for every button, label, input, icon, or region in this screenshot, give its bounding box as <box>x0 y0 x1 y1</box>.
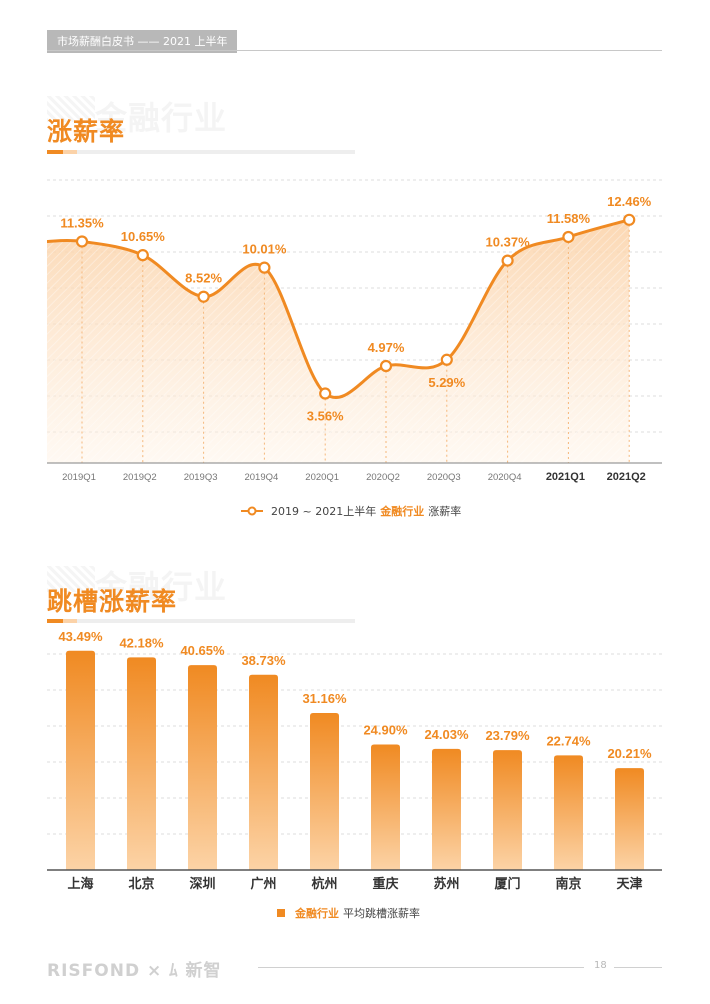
legend-line-prefix: 2019 ~ 2021上半年 <box>271 505 377 518</box>
data-point <box>562 230 575 244</box>
legend-line-marker-icon <box>241 506 263 516</box>
x-tick-label: 上海 <box>67 876 93 892</box>
x-tick-label: 广州 <box>250 876 276 892</box>
header-tag: 市场薪酬白皮书 —— 2021 上半年 <box>47 30 238 53</box>
data-label: 5.29% <box>428 375 465 390</box>
bar <box>188 665 217 870</box>
bar <box>432 748 461 870</box>
title-hatch-decoration-2 <box>47 566 95 592</box>
section1-ghost-title: 金融行业 <box>95 99 228 137</box>
bar-chart: 43.49% 上海 42.18% 北京 40.65% 深圳 38.73% 广州 31.16% 杭州… <box>47 630 662 892</box>
data-label: 8.52% <box>185 271 222 286</box>
section2-underline-track <box>47 619 355 623</box>
bar <box>127 657 156 870</box>
data-label: 10.37% <box>486 235 531 250</box>
x-tick-label: 2019Q1 <box>62 472 96 483</box>
section1-underline-accent-light <box>63 150 77 154</box>
x-tick-label: 2020Q1 <box>305 472 339 483</box>
data-label: 11.58% <box>547 211 591 226</box>
data-point <box>258 261 271 274</box>
footer-divider-right <box>614 967 662 968</box>
x-tick-label: 2019Q3 <box>184 472 218 483</box>
data-label: 10.01% <box>242 242 287 257</box>
legend-bar: 金融行业 平均跳槽涨薪率 <box>277 905 420 921</box>
section2-underline-accent-light <box>63 619 77 623</box>
legend-line-suffix: 涨薪率 <box>428 505 462 518</box>
data-label: 12.46% <box>607 194 652 209</box>
bar <box>615 768 644 870</box>
data-label: 3.56% <box>307 409 344 424</box>
x-tick-label: 北京 <box>128 876 154 892</box>
bar-value-label: 20.21% <box>607 746 652 761</box>
data-point <box>440 353 453 366</box>
section2-underline-accent <box>47 619 63 623</box>
header-divider <box>47 50 662 51</box>
x-tick-label: 苏州 <box>433 876 459 892</box>
x-tick-label: 厦门 <box>494 876 520 892</box>
data-point <box>197 290 210 303</box>
page-number: 18 <box>594 960 607 971</box>
section1-underline-track <box>47 150 355 154</box>
bar <box>554 755 583 870</box>
bar-value-label: 40.65% <box>180 643 225 658</box>
data-point <box>136 249 149 262</box>
line-chart: 11.35% 10.65% 8.52% 10.01% 3.56% 4.97% 5.29% 10… <box>46 179 662 483</box>
x-tick-label: 2020Q2 <box>366 472 400 483</box>
data-label: 11.35% <box>60 215 104 230</box>
legend-line-highlight: 金融行业 <box>380 505 425 518</box>
data-point <box>623 213 636 226</box>
legend-line: 2019 ~ 2021上半年 金融行业 涨薪率 <box>241 503 461 519</box>
legend-bar-suffix: 平均跳槽涨薪率 <box>343 907 420 920</box>
bar <box>310 712 339 870</box>
x-tick-label: 2021Q1 <box>546 471 585 483</box>
data-label: 10.65% <box>121 229 166 244</box>
bar-value-label: 22.74% <box>546 733 591 748</box>
footer-brand-logo: RISFOND × ﾑ 新智 <box>47 961 222 981</box>
data-point <box>501 254 514 267</box>
data-point <box>75 235 89 248</box>
section1-title: 涨薪率 <box>47 117 126 146</box>
bar <box>249 674 278 870</box>
title-hatch-decoration <box>47 96 95 122</box>
x-tick-label: 重庆 <box>372 876 398 892</box>
x-tick-label: 天津 <box>616 876 642 892</box>
footer-divider-left <box>258 967 584 968</box>
x-tick-label: 2019Q2 <box>123 472 157 483</box>
bar-value-label: 42.18% <box>119 635 164 650</box>
bar <box>66 650 95 870</box>
data-point <box>379 359 393 373</box>
x-tick-label: 杭州 <box>311 876 337 892</box>
bar-value-label: 31.16% <box>302 691 347 706</box>
bar-value-label: 38.73% <box>241 653 286 668</box>
bar-value-label: 24.90% <box>363 723 408 738</box>
data-point <box>319 387 332 400</box>
data-label: 4.97% <box>368 340 405 355</box>
bar-value-label: 24.03% <box>424 727 469 742</box>
x-tick-label: 2020Q4 <box>488 472 522 483</box>
bar <box>493 750 522 870</box>
x-tick-label: 深圳 <box>189 876 215 892</box>
bar-value-label: 43.49% <box>58 630 103 644</box>
section1-underline-accent <box>47 150 63 154</box>
x-tick-label: 南京 <box>555 876 581 892</box>
legend-bar-highlight: 金融行业 <box>295 907 339 920</box>
bar-value-label: 23.79% <box>485 728 530 743</box>
legend-bar-swatch-icon <box>277 909 285 917</box>
x-tick-label: 2020Q3 <box>427 472 461 483</box>
x-tick-label: 2019Q4 <box>244 472 278 483</box>
section2-ghost-title: 金融行业 <box>95 568 228 606</box>
bar <box>371 744 400 870</box>
line-area-hatch <box>47 219 630 463</box>
section2-title: 跳槽涨薪率 <box>47 587 178 616</box>
x-tick-label: 2021Q2 <box>607 471 646 483</box>
